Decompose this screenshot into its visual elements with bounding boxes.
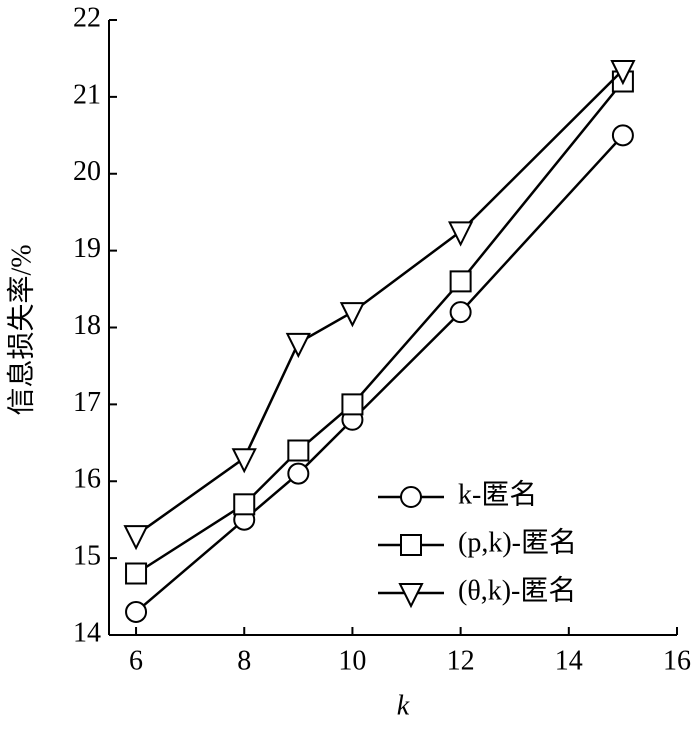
x-tick-label: 6	[129, 645, 143, 676]
marker	[287, 462, 310, 485]
y-tick-label: 21	[73, 79, 101, 110]
marker	[398, 583, 424, 609]
marker	[125, 600, 148, 623]
y-tick-label: 18	[73, 310, 101, 341]
marker	[339, 302, 366, 328]
marker	[341, 393, 364, 416]
y-tick-label: 14	[73, 617, 101, 648]
marker	[449, 301, 472, 324]
marker	[125, 562, 148, 585]
x-axis-label: k	[397, 690, 410, 721]
marker	[400, 534, 422, 556]
series-line	[135, 69, 624, 537]
y-axis-label: 信息损失率/%	[5, 244, 37, 415]
marker	[448, 221, 474, 247]
legend-label: (θ,k)-匿名	[458, 574, 576, 606]
x-tick-label: 14	[555, 645, 583, 676]
marker	[233, 493, 256, 516]
y-tick-label: 16	[73, 464, 101, 495]
x-tick-label: 10	[338, 645, 366, 676]
y-tick-label: 20	[73, 156, 101, 187]
y-tick-label: 19	[73, 233, 101, 264]
marker	[610, 59, 636, 86]
x-tick-label: 16	[663, 645, 691, 676]
marker	[400, 486, 422, 508]
legend-label: k-匿名	[458, 478, 537, 510]
y-tick-label: 22	[73, 2, 101, 33]
y-tick-label: 17	[73, 387, 101, 418]
x-tick-label: 8	[237, 645, 251, 676]
marker	[449, 270, 472, 293]
marker	[123, 525, 149, 551]
marker	[611, 124, 634, 147]
marker	[285, 332, 311, 359]
marker	[231, 448, 257, 474]
series-line	[135, 80, 624, 575]
legend-label: (p,k)-匿名	[458, 526, 577, 558]
marker	[287, 439, 310, 462]
x-tick-label: 12	[447, 645, 475, 676]
series-line	[135, 134, 624, 613]
y-tick-label: 15	[73, 541, 101, 572]
